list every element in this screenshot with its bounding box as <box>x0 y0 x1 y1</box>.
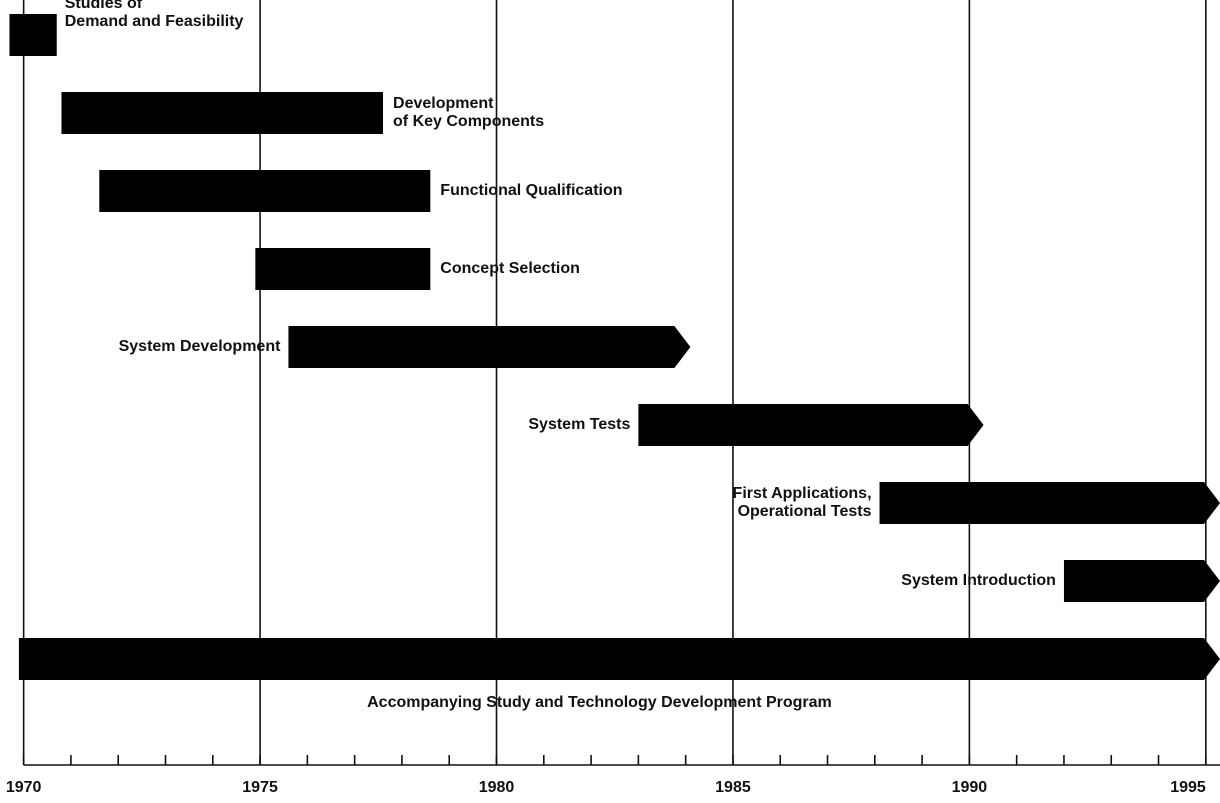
task-bar <box>99 170 431 212</box>
task-label: Functional Qualification <box>440 182 622 199</box>
task-label: of Key Components <box>393 113 544 130</box>
task-bar <box>1063 560 1220 602</box>
task-bar <box>879 482 1220 524</box>
task-label: First Applications, <box>733 485 872 502</box>
x-tick-label: 1985 <box>715 779 751 796</box>
x-tick-label: 1970 <box>6 779 42 796</box>
task-label: Concept Selection <box>440 260 580 277</box>
task-label: System Introduction <box>901 572 1056 589</box>
task-bar <box>638 404 984 446</box>
x-tick-label: 1980 <box>479 779 515 796</box>
x-tick-label: 1990 <box>952 779 988 796</box>
task-label: System Tests <box>528 416 630 433</box>
task-label: Demand and Feasibility <box>65 13 244 30</box>
task-label: Studies of <box>65 0 143 12</box>
x-tick-label: 1995 <box>1170 779 1206 796</box>
task-bar <box>9 14 57 56</box>
task-label: Operational Tests <box>738 503 872 520</box>
x-tick-label: 1975 <box>242 779 278 796</box>
task-bar <box>288 326 691 368</box>
task-label: Development <box>393 95 494 112</box>
task-bar <box>255 248 431 290</box>
task-label: System Development <box>119 338 282 355</box>
task-bar <box>18 638 1220 680</box>
task-label: Accompanying Study and Technology Develo… <box>367 694 832 711</box>
task-bar <box>61 92 384 134</box>
